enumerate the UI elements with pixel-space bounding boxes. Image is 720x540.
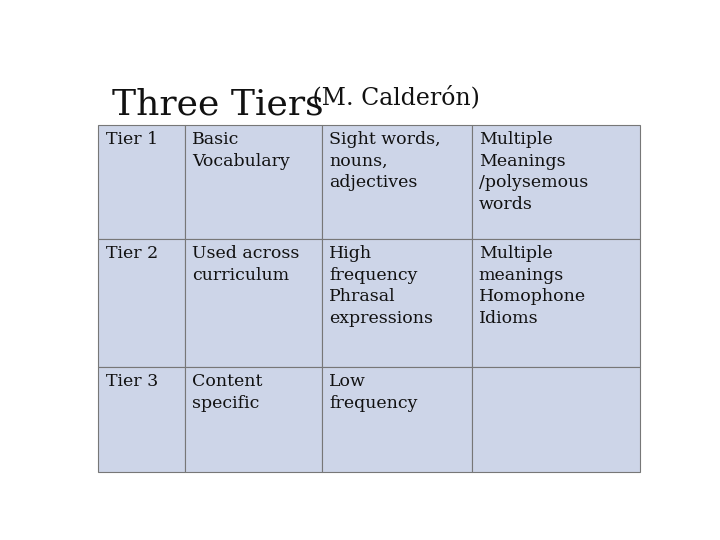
Bar [472, 367, 639, 472]
Text: Basic
Vocabulary: Basic Vocabulary [192, 131, 290, 170]
Bar [322, 367, 472, 472]
Bar [472, 239, 639, 367]
Bar [99, 125, 185, 239]
Text: High
frequency
Phrasal
expressions: High frequency Phrasal expressions [329, 245, 433, 327]
Text: Tier 3: Tier 3 [106, 373, 158, 390]
Text: Used across
curriculum: Used across curriculum [192, 245, 300, 284]
Text: Multiple
meanings
Homophone
Idioms: Multiple meanings Homophone Idioms [479, 245, 586, 327]
Text: Three Tiers: Three Tiers [112, 87, 324, 122]
Bar [185, 125, 322, 239]
Text: Multiple
Meanings
/polysemous
words: Multiple Meanings /polysemous words [479, 131, 588, 213]
Text: Tier 1: Tier 1 [106, 131, 158, 148]
Text: Sight words,
nouns,
adjectives: Sight words, nouns, adjectives [329, 131, 441, 191]
Bar [99, 367, 185, 472]
Text: (M. Calderón): (M. Calderón) [305, 85, 480, 110]
Text: Content
specific: Content specific [192, 373, 263, 411]
Bar [472, 125, 639, 239]
Text: Tier 2: Tier 2 [106, 245, 158, 262]
Bar [185, 367, 322, 472]
Text: Low
frequency: Low frequency [329, 373, 418, 411]
Bar [185, 239, 322, 367]
Bar [322, 125, 472, 239]
Bar [322, 239, 472, 367]
Bar [99, 239, 185, 367]
